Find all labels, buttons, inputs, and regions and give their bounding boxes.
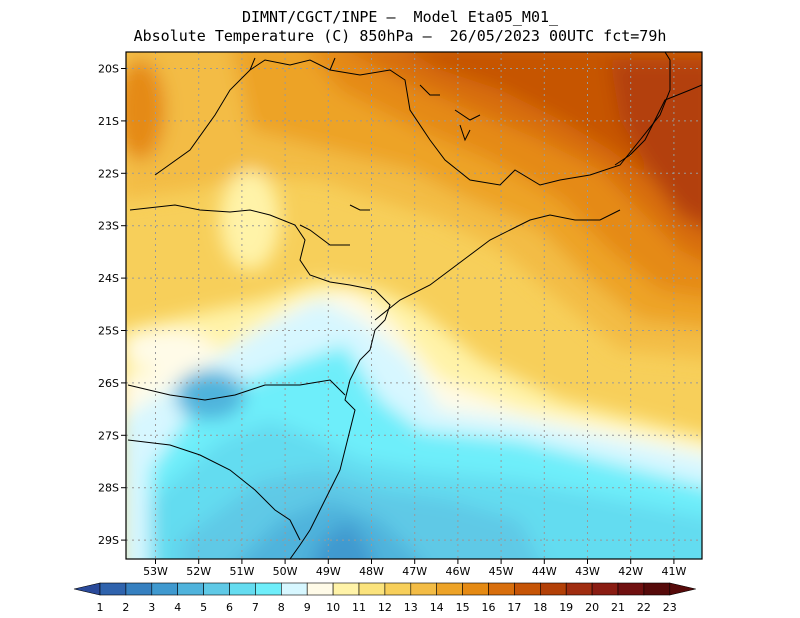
- colorbar-label: 16: [482, 601, 496, 614]
- colorbar-label: 7: [252, 601, 259, 614]
- colorbar-swatch: [73, 582, 101, 596]
- colorbar-swatch: [410, 582, 437, 596]
- colorbar-swatch: [384, 582, 412, 596]
- colorbar-label: 10: [326, 601, 340, 614]
- colorbar-swatch: [177, 582, 204, 596]
- colorbar-swatch: [436, 582, 463, 596]
- colorbar-swatch: [332, 582, 360, 596]
- lat-label: 26S: [98, 377, 119, 390]
- colorbar-swatch: [591, 582, 619, 596]
- lat-label: 27S: [98, 429, 119, 442]
- map-frame: [125, 51, 703, 560]
- lon-label: 42W: [618, 565, 643, 578]
- colorbar-label: 11: [352, 601, 366, 614]
- colorbar-swatch: [669, 582, 696, 596]
- lon-label: 46W: [445, 565, 470, 578]
- colorbar-label: 23: [663, 601, 677, 614]
- temperature-field: [126, 52, 702, 559]
- colorbar-swatch: [643, 582, 671, 596]
- lat-label: 21S: [98, 115, 119, 128]
- colorbar-label: 19: [559, 601, 573, 614]
- lat-label: 29S: [98, 534, 119, 547]
- colorbar-label: 17: [507, 601, 521, 614]
- colorbar-label: 12: [378, 601, 392, 614]
- lon-label: 43W: [575, 565, 600, 578]
- colorbar-labels: 1 2 3 4 5 6 7 8 9 10 11 12 13 14 15 16 17 18 19 20 21 22 23: [97, 601, 677, 614]
- colorbar-label: 4: [174, 601, 181, 614]
- lon-label: 50W: [273, 565, 298, 578]
- colorbar-swatch: [306, 582, 334, 596]
- lat-label: 23S: [98, 220, 119, 233]
- lat-label: 25S: [98, 325, 119, 338]
- lat-label: 20S: [98, 63, 119, 76]
- lon-label: 41W: [661, 565, 686, 578]
- colorbar-label: 1: [97, 601, 104, 614]
- colorbar-label: 21: [611, 601, 625, 614]
- lat-label: 28S: [98, 482, 119, 495]
- lon-label: 47W: [402, 565, 427, 578]
- lat-label: 22S: [98, 167, 119, 180]
- lon-label: 52W: [186, 565, 211, 578]
- colorbar-swatch: [229, 582, 256, 596]
- colorbar-swatch: [462, 582, 489, 596]
- colorbar-label: 9: [304, 601, 311, 614]
- longitude-axis-labels: 53W 52W 51W 50W 49W 48W 47W 46W 45W 44W 43W 42W 41W: [143, 559, 686, 578]
- colorbar: [73, 582, 696, 596]
- chart-title-line-2: Absolute Temperature (C) 850hPa – 26/05/…: [133, 27, 667, 45]
- colorbar-label: 14: [430, 601, 444, 614]
- colorbar-swatch: [565, 582, 593, 596]
- colorbar-label: 20: [585, 601, 599, 614]
- lon-label: 45W: [489, 565, 514, 578]
- colorbar-label: 8: [278, 601, 285, 614]
- colorbar-swatch: [125, 582, 153, 596]
- lon-label: 53W: [143, 565, 168, 578]
- colorbar-swatch: [99, 582, 127, 596]
- colorbar-swatch: [514, 582, 541, 596]
- colorbar-swatch: [280, 582, 308, 596]
- colorbar-label: 6: [226, 601, 233, 614]
- lon-label: 48W: [359, 565, 384, 578]
- colorbar-swatch: [255, 582, 282, 596]
- colorbar-label: 5: [200, 601, 207, 614]
- colorbar-swatch: [617, 582, 645, 596]
- colorbar-label: 2: [122, 601, 129, 614]
- colorbar-swatch: [203, 582, 230, 596]
- dotted-gridlines: [126, 52, 702, 559]
- coastline-and-borders: [127, 52, 702, 559]
- lon-label: 51W: [229, 565, 254, 578]
- colorbar-label: 18: [533, 601, 547, 614]
- colorbar-swatch: [151, 582, 179, 596]
- colorbar-swatch: [358, 582, 386, 596]
- lon-label: 44W: [532, 565, 557, 578]
- colorbar-label: 3: [148, 601, 155, 614]
- colorbar-label: 15: [456, 601, 470, 614]
- latitude-axis-labels: 20S 21S 22S 23S 24S 25S 26S 27S 28S 29S: [98, 63, 126, 547]
- colorbar-swatch: [488, 582, 515, 596]
- lon-label: 49W: [316, 565, 341, 578]
- colorbar-label: 13: [404, 601, 418, 614]
- colorbar-label: 22: [637, 601, 651, 614]
- colorbar-swatch: [539, 582, 567, 596]
- chart-title-line-1: DIMNT/CGCT/INPE – Model Eta05_M01_: [241, 8, 559, 26]
- lat-label: 24S: [98, 272, 119, 285]
